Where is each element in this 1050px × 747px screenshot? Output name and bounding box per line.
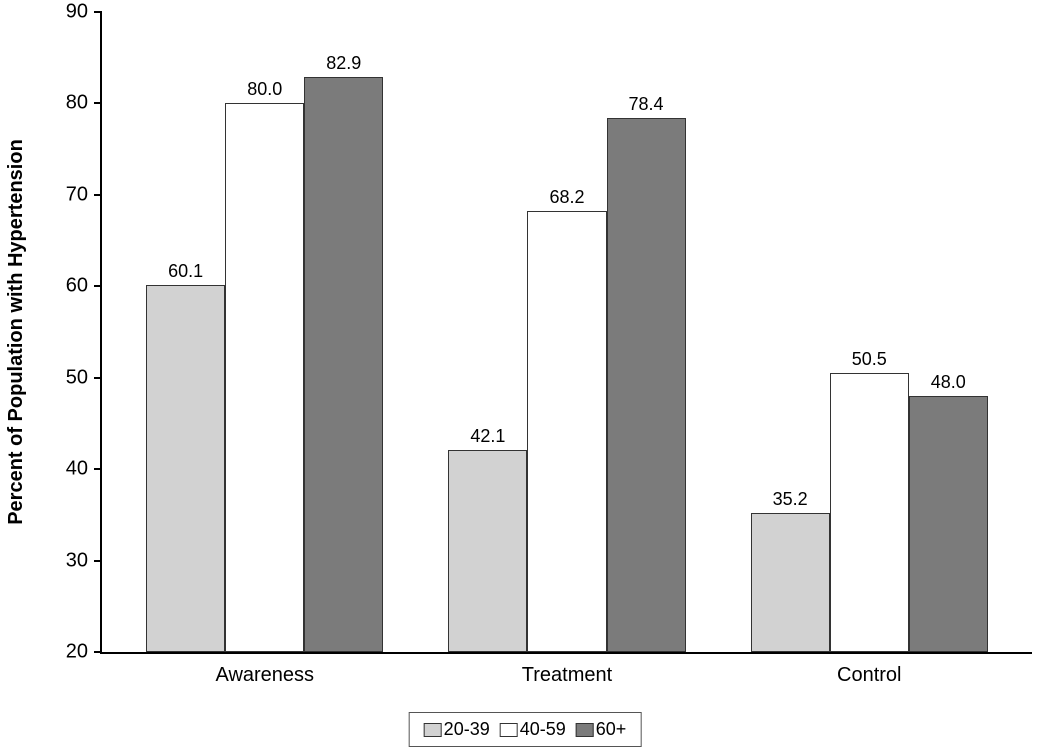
y-axis-title: Percent of Population with Hypertension	[5, 139, 28, 525]
ytick-label: 60	[66, 275, 102, 298]
bar-value-label: 68.2	[549, 187, 584, 212]
bar-value-label: 35.2	[773, 489, 808, 514]
legend-label: 60+	[596, 719, 627, 740]
legend-item: 60+	[576, 719, 627, 740]
ytick-label: 70	[66, 183, 102, 206]
bar-value-label: 80.0	[247, 79, 282, 104]
chart-container: 203040506070809060.180.082.9Awareness42.…	[0, 0, 1050, 747]
bar-value-label: 42.1	[470, 426, 505, 451]
bar-value-label: 50.5	[852, 349, 887, 374]
category-label: Awareness	[215, 652, 314, 687]
bar: 78.4	[607, 118, 686, 652]
ytick-label: 40	[66, 458, 102, 481]
bar-value-label: 78.4	[629, 94, 664, 119]
legend-swatch	[424, 723, 442, 737]
category-label: Control	[837, 652, 901, 687]
bar: 48.0	[909, 396, 988, 652]
legend-item: 20-39	[424, 719, 490, 740]
bar: 80.0	[225, 103, 304, 652]
legend-swatch	[500, 723, 518, 737]
legend-item: 40-59	[500, 719, 566, 740]
ytick-label: 20	[66, 641, 102, 664]
bar-value-label: 60.1	[168, 261, 203, 286]
bar: 50.5	[830, 373, 909, 652]
legend-label: 20-39	[444, 719, 490, 740]
bar-value-label: 48.0	[931, 372, 966, 397]
legend: 20-39 40-59 60+	[409, 712, 642, 747]
legend-swatch	[576, 723, 594, 737]
bar: 35.2	[751, 513, 830, 652]
bar: 68.2	[527, 211, 606, 652]
ytick-label: 90	[66, 1, 102, 24]
bar: 42.1	[448, 450, 527, 652]
plot-area: 203040506070809060.180.082.9Awareness42.…	[100, 12, 1032, 654]
ytick-label: 50	[66, 366, 102, 389]
category-label: Treatment	[522, 652, 612, 687]
ytick-label: 80	[66, 92, 102, 115]
ytick-label: 30	[66, 549, 102, 572]
bar: 82.9	[304, 77, 383, 652]
legend-label: 40-59	[520, 719, 566, 740]
bar: 60.1	[146, 285, 225, 652]
bar-value-label: 82.9	[326, 53, 361, 78]
